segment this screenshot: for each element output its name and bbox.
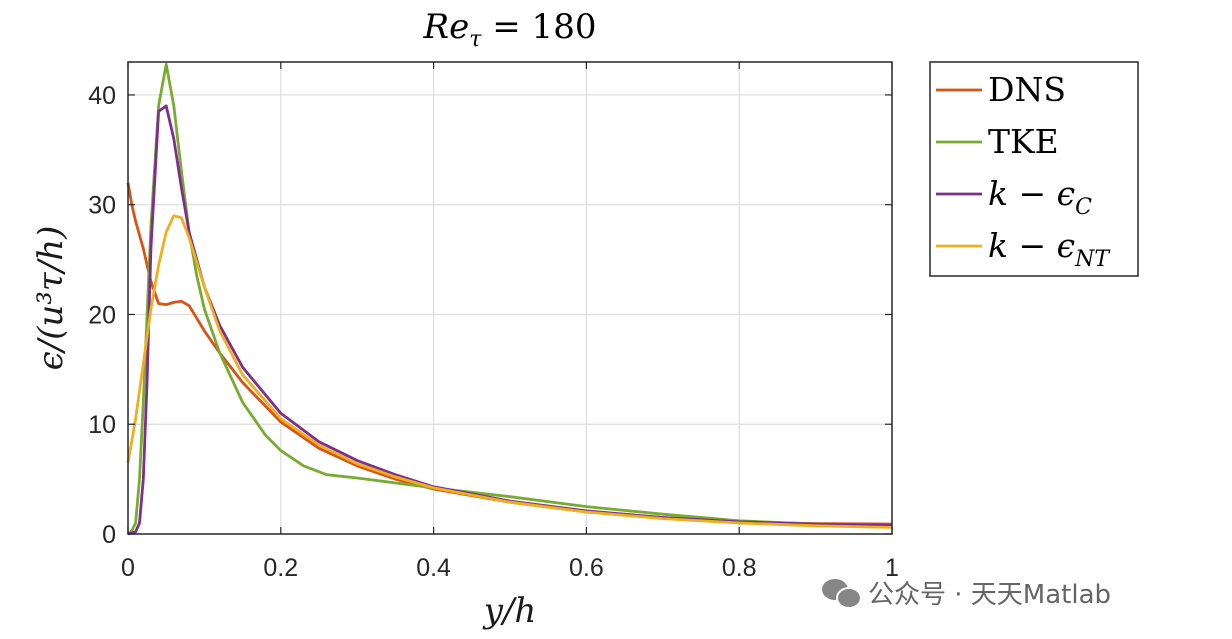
y-tick-label: 0 <box>102 521 116 549</box>
x-axis-label: y/h <box>482 591 537 631</box>
y-tick-label: 30 <box>88 192 116 220</box>
x-tick-label: 0.8 <box>722 554 757 582</box>
grid <box>128 62 892 534</box>
legend-label: TKE <box>988 122 1059 161</box>
series-layer <box>126 62 893 536</box>
y-axis-label: ϵ/(u³τ/h) <box>31 226 71 371</box>
watermark: 公众号 · 天天Matlab <box>822 572 1111 612</box>
chart-title: Reτ = 180 <box>423 7 597 52</box>
y-tick-label: 20 <box>88 301 116 329</box>
watermark-text: 公众号 · 天天Matlab <box>868 579 1112 610</box>
x-tick-label: 0.4 <box>416 554 451 582</box>
legend-label: DNS <box>988 70 1066 109</box>
x-tick-label: 0 <box>121 554 135 582</box>
y-tick-label: 40 <box>88 82 116 110</box>
legend-label: k − ϵC <box>988 174 1092 220</box>
legend-label: k − ϵNT <box>988 226 1111 272</box>
x-tick-label: 1 <box>885 554 899 582</box>
x-tick-label: 0.2 <box>263 554 298 582</box>
plot-frame <box>127 61 893 535</box>
x-tick-label: 0.6 <box>569 554 604 582</box>
legend: DNS TKE k − ϵC k − ϵNT <box>929 61 1139 277</box>
y-tick-label: 10 <box>88 411 116 439</box>
wechat-icon <box>822 577 862 609</box>
plot-area <box>128 62 892 534</box>
series-line-4 <box>126 214 893 529</box>
legend-box <box>929 61 1139 277</box>
